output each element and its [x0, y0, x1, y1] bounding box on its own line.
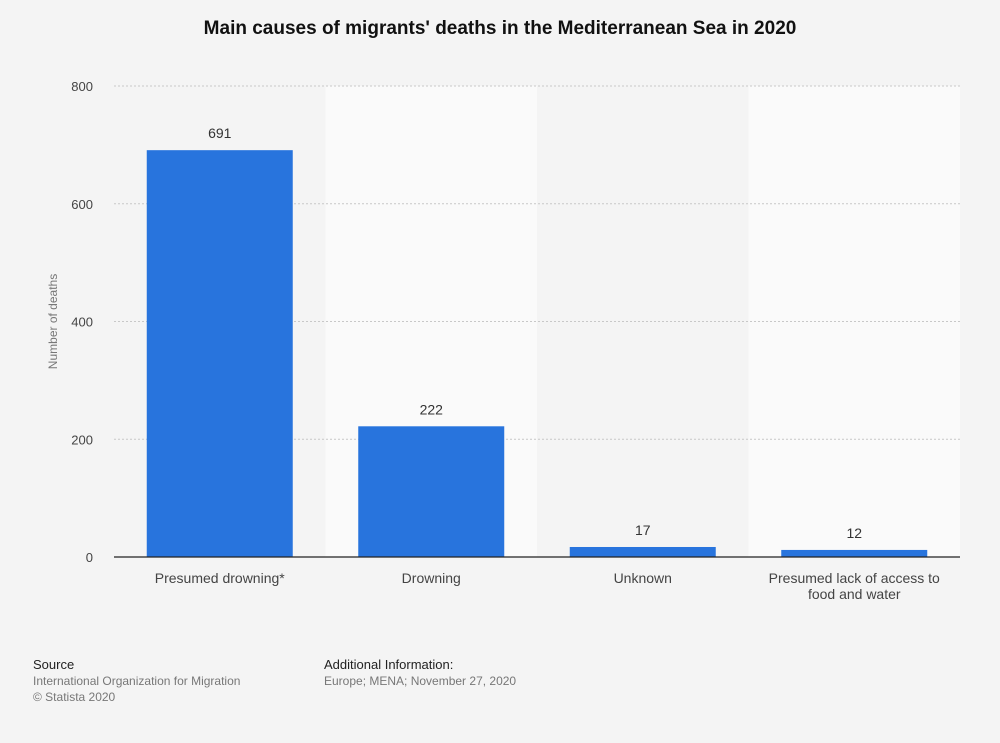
bar [781, 549, 928, 557]
y-tick-label: 200 [71, 432, 93, 447]
source-text: International Organization for Migration [33, 674, 241, 688]
additional-info-block: Additional Information: Europe; MENA; No… [324, 657, 516, 689]
bar [569, 546, 716, 557]
x-tick-label: food and water [808, 586, 901, 602]
data-label: 12 [846, 525, 862, 541]
source-heading: Source [33, 657, 75, 672]
x-tick-label: Presumed drowning* [155, 570, 286, 586]
additional-info-text: Europe; MENA; November 27, 2020 [324, 674, 517, 688]
y-tick-label: 400 [71, 315, 93, 330]
data-label: 691 [208, 125, 232, 141]
x-tick-label: Presumed lack of access to [769, 570, 940, 586]
y-tick-label: 800 [71, 79, 93, 94]
additional-info-heading: Additional Information: [324, 657, 454, 672]
y-axis-label: Number of deaths [46, 274, 60, 369]
bar [358, 426, 505, 557]
data-label: 222 [420, 401, 444, 417]
copyright-text: © Statista 2020 [33, 690, 116, 704]
data-label: 17 [635, 522, 651, 538]
bar [146, 150, 293, 557]
y-tick-label: 0 [86, 550, 93, 565]
x-tick-label: Unknown [614, 570, 672, 586]
y-tick-label: 600 [71, 197, 93, 212]
x-tick-label: Drowning [402, 570, 461, 586]
chart-title: Main causes of migrants' deaths in the M… [203, 18, 797, 39]
source-block: Source International Organization for Mi… [33, 657, 240, 705]
